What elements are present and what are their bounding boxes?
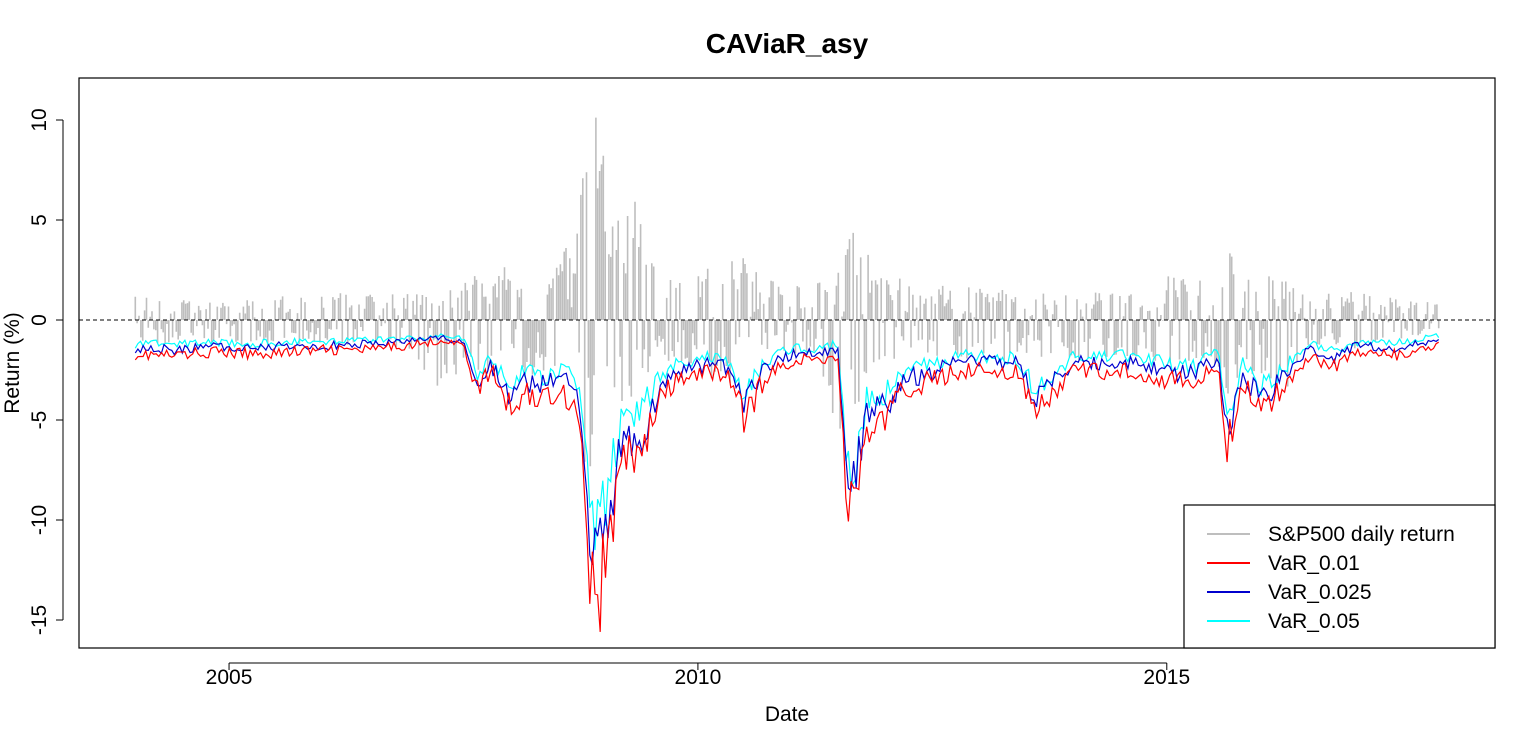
legend-label: S&P500 daily return (1268, 523, 1455, 546)
y-tick-label: -5 (28, 411, 51, 430)
series-var-0-05 (134, 333, 1440, 551)
x-axis-label: Date (765, 703, 809, 726)
series-var-0-01 (134, 336, 1439, 632)
legend-label: VaR_0.01 (1268, 552, 1360, 575)
x-tick-label: 2005 (206, 666, 253, 689)
plot-area (79, 117, 1495, 632)
legend-label: VaR_0.05 (1268, 610, 1360, 633)
series-sp500-daily-return (134, 117, 1440, 467)
y-tick-label: 10 (28, 108, 51, 131)
y-tick-label: -10 (28, 505, 51, 535)
legend-label: VaR_0.025 (1268, 581, 1372, 604)
y-axis: 10 5 0 -5 -10 -15 (28, 108, 64, 635)
y-axis-label: Return (%) (1, 312, 24, 414)
y-tick-label: -15 (28, 605, 51, 635)
chart-title: CAViaR_asy (706, 28, 869, 59)
legend: S&P500 daily return VaR_0.01 VaR_0.025 VaR_… (1183, 504, 1496, 649)
plot-frame (78, 77, 1496, 649)
series-var-0-025 (134, 334, 1440, 565)
legend-box (1183, 504, 1496, 649)
return-bars (134, 117, 1440, 467)
y-tick-label: 5 (28, 214, 51, 226)
x-tick-label: 2015 (1143, 666, 1190, 689)
y-tick-label: 0 (28, 314, 51, 326)
x-axis: 2005 2010 2015 (206, 662, 1190, 689)
x-tick-label: 2010 (675, 666, 722, 689)
